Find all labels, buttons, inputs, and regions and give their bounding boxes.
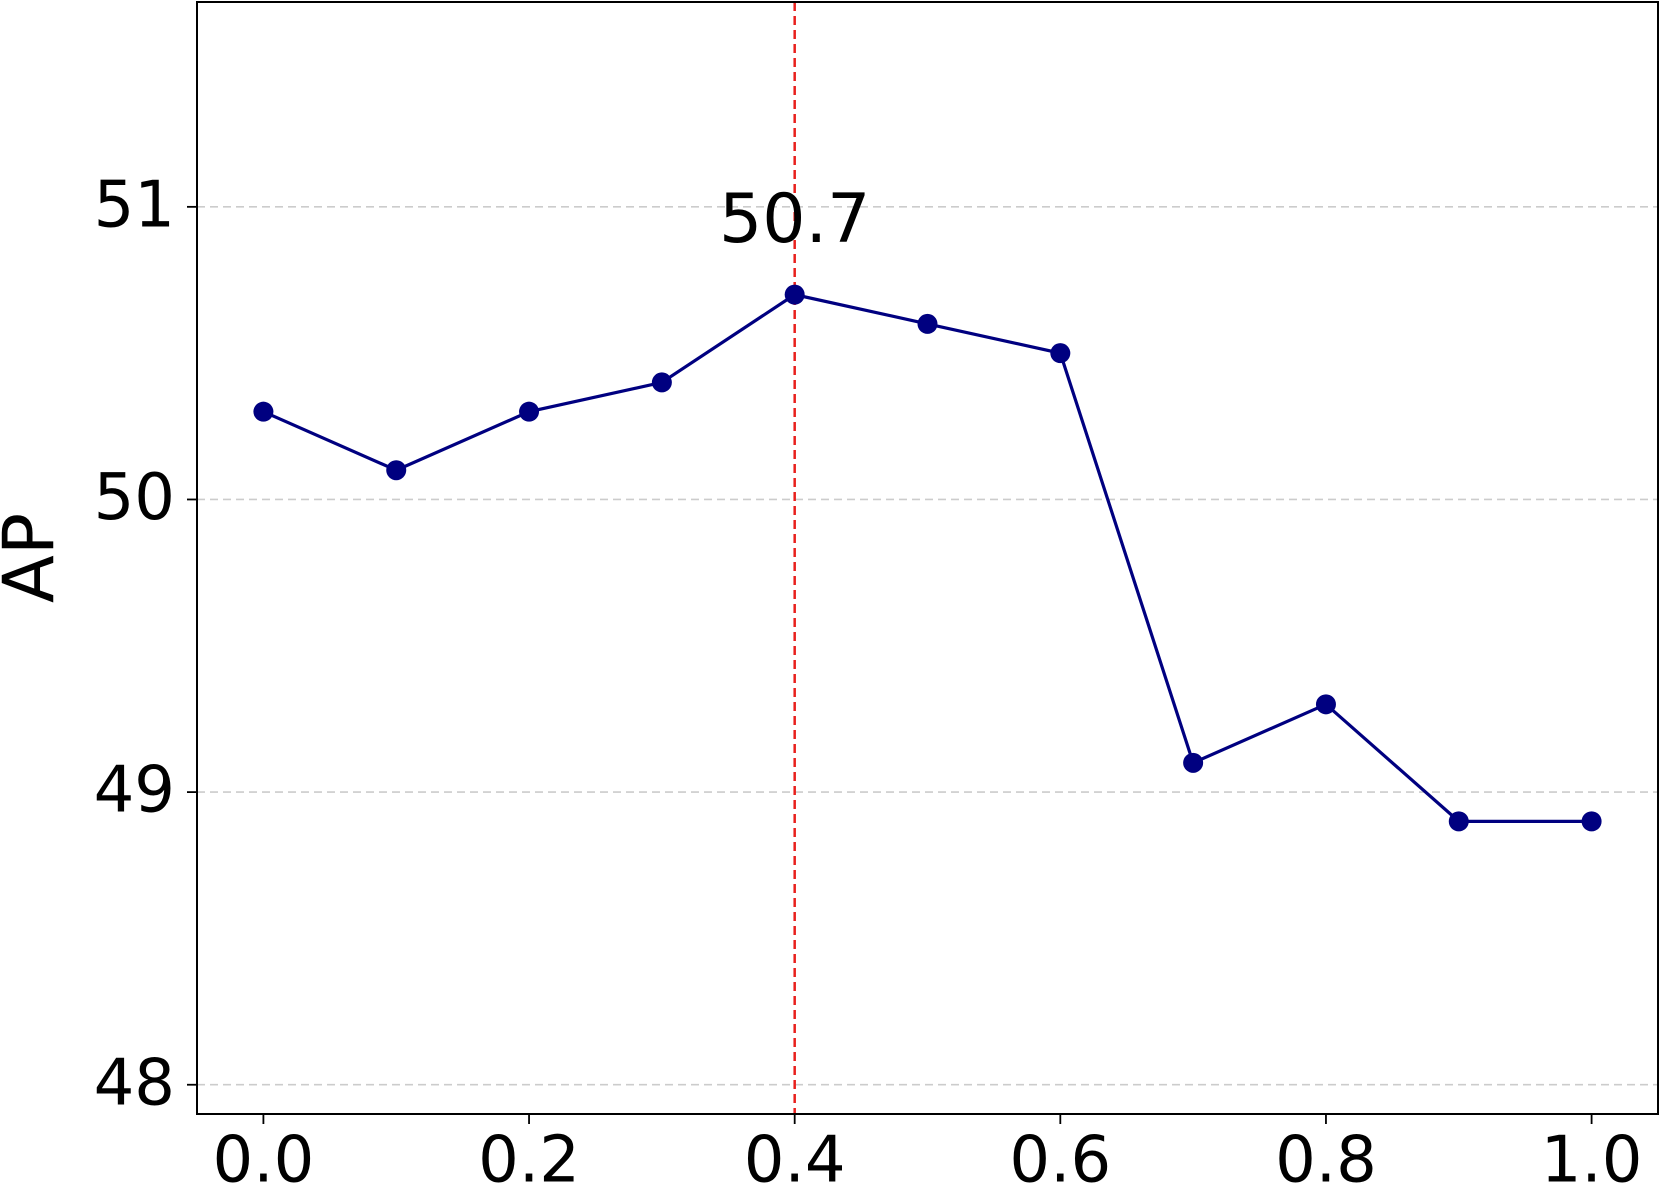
data-point bbox=[1315, 694, 1336, 715]
x-tick-label: 0.2 bbox=[478, 1124, 580, 1194]
data-point bbox=[253, 401, 274, 422]
x-tick-label: 0.8 bbox=[1275, 1124, 1377, 1194]
y-axis-label: AP bbox=[0, 513, 70, 603]
x-tick-label: 1.0 bbox=[1541, 1124, 1643, 1194]
data-point bbox=[519, 401, 540, 422]
series-line bbox=[262, 292, 1592, 823]
y-tick-label: 48 bbox=[94, 1046, 175, 1120]
y-tick-label: 50 bbox=[94, 461, 175, 535]
plot-frame bbox=[196, 1, 1659, 1115]
y-tick-label: 49 bbox=[94, 754, 175, 828]
x-tick-label: 0.0 bbox=[213, 1124, 315, 1194]
y-tick-label: 51 bbox=[94, 168, 175, 242]
data-point bbox=[1183, 752, 1204, 773]
x-tick-label: 0.6 bbox=[1009, 1124, 1111, 1194]
x-tick-label: 0.4 bbox=[744, 1124, 846, 1194]
data-point bbox=[1581, 811, 1602, 832]
data-point bbox=[1448, 811, 1469, 832]
data-point bbox=[1050, 343, 1071, 364]
data-point bbox=[651, 372, 672, 393]
data-point bbox=[917, 313, 938, 334]
data-point bbox=[386, 460, 407, 481]
annotation: 50.7 bbox=[719, 180, 870, 259]
data-point bbox=[784, 284, 805, 305]
